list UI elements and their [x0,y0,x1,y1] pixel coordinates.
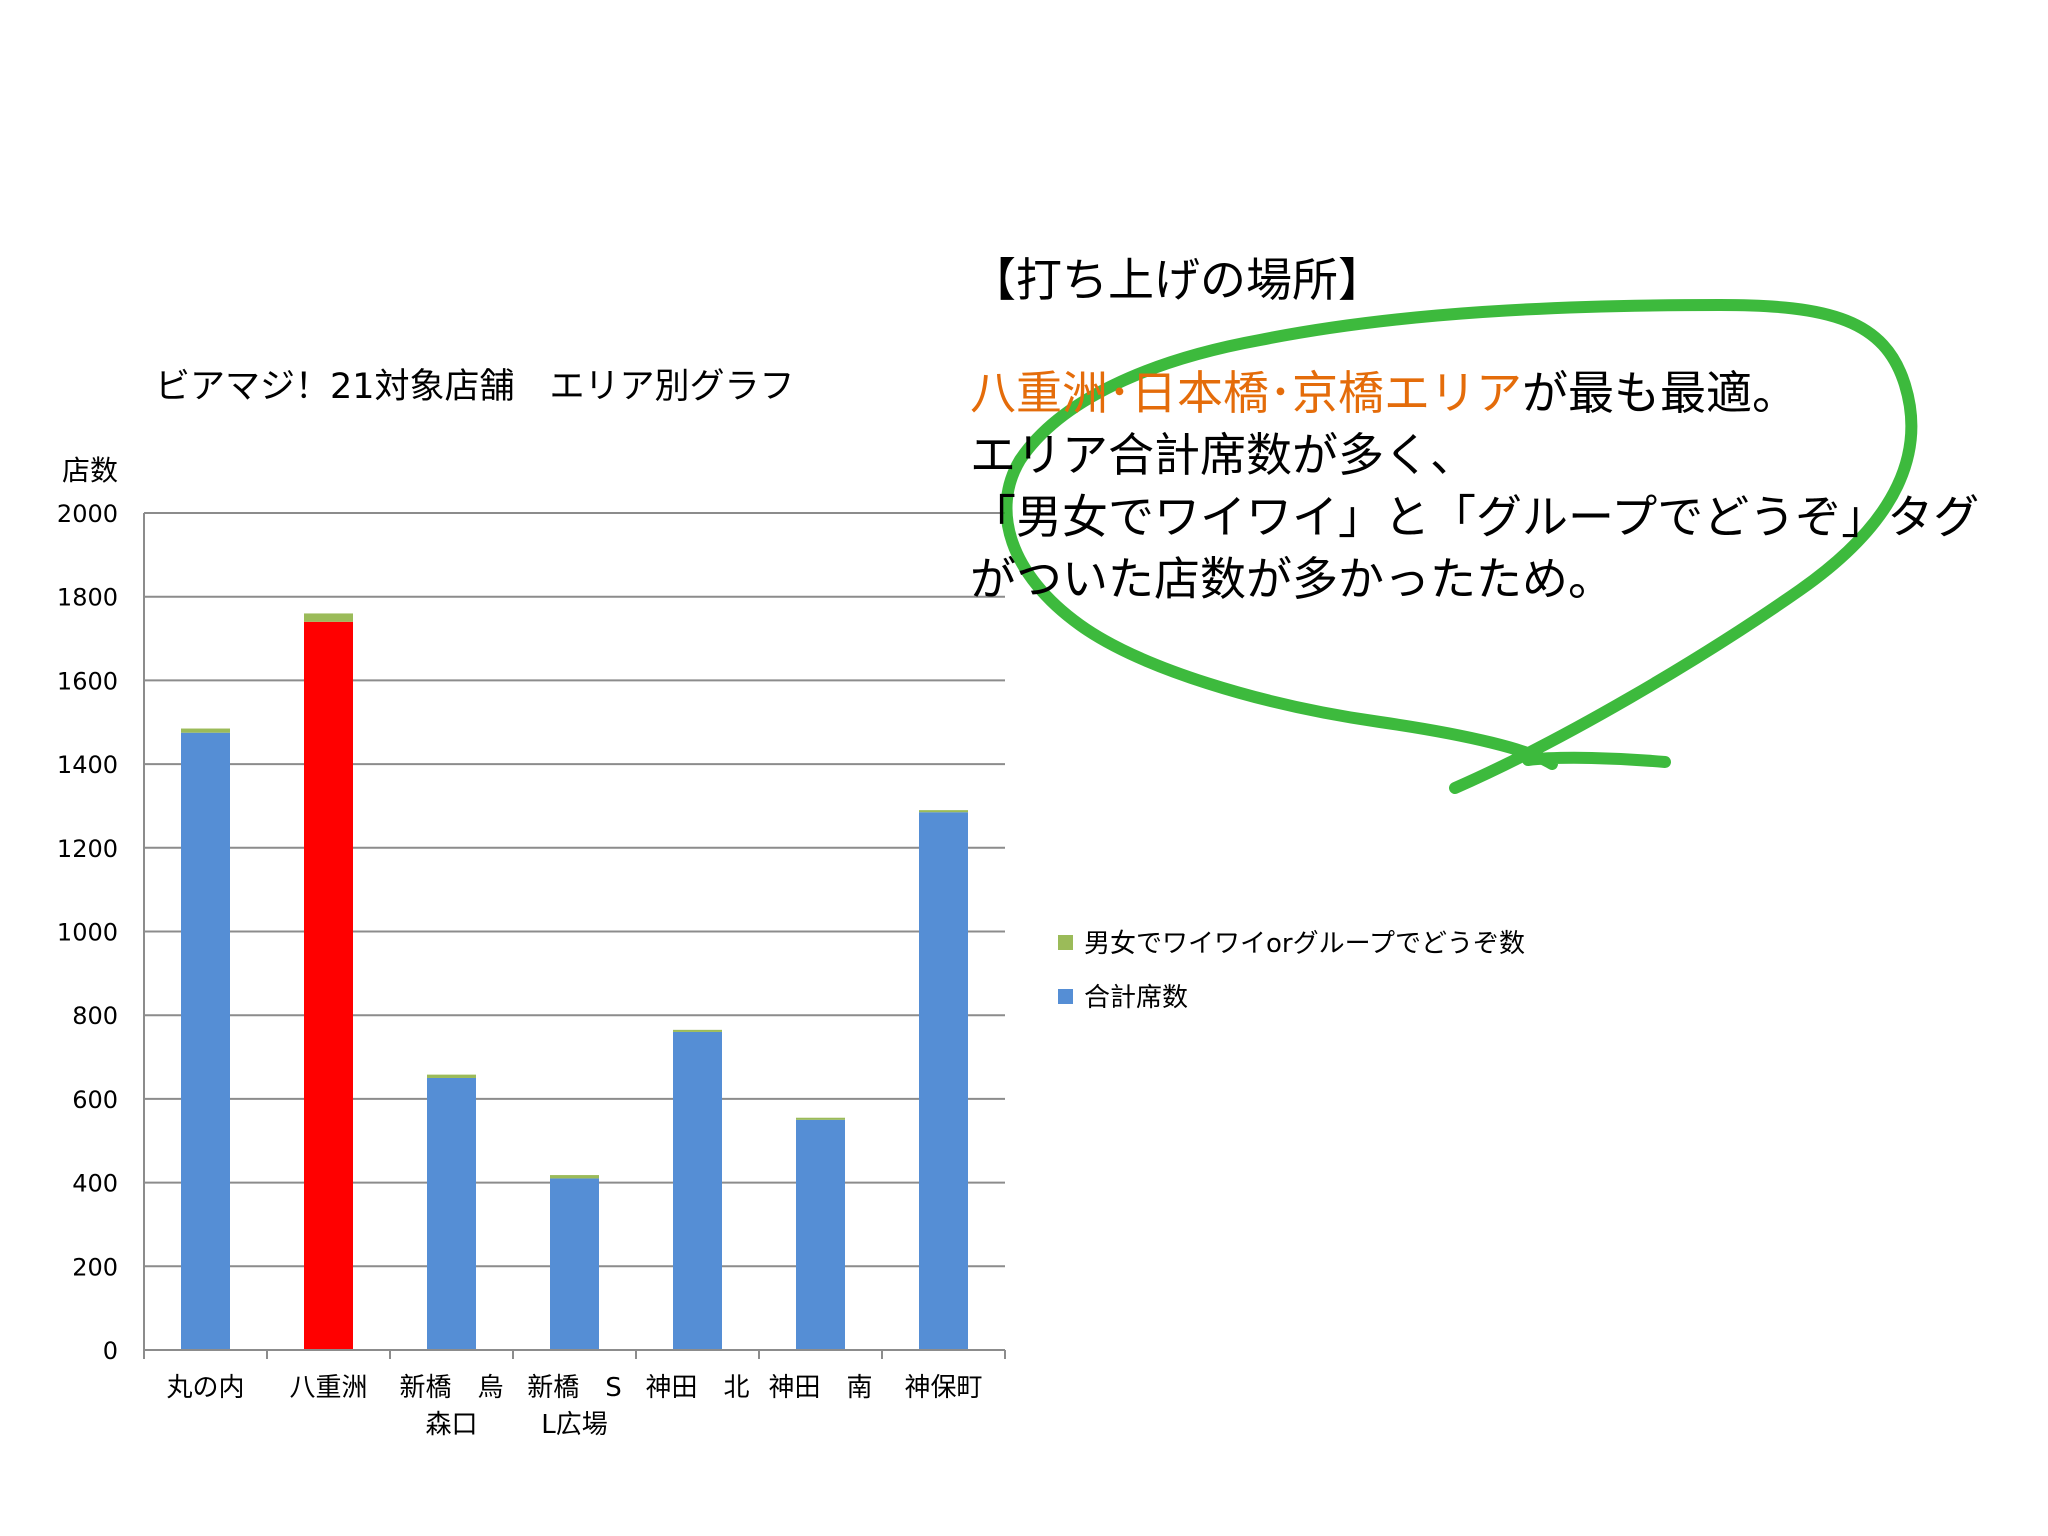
y-tick-label: 2000 [57,500,118,528]
chart-title: ビアマジ！21対象店舗 エリア別グラフ [155,367,795,407]
bar-tag-count [427,1074,476,1078]
bar-total-seats [304,621,353,1350]
bar-tag-count [673,1029,722,1032]
x-tick-label: 神保町 [904,1373,982,1403]
y-tick-label: 1600 [57,667,118,695]
x-tick-label: 森口 [425,1410,477,1440]
bars [181,613,968,1350]
bar-tag-count [796,1117,845,1120]
y-tick-labels: 0 200 400 600 800 1000 1200 1400 1600 1800 2000 [57,500,118,1365]
note-accent-area: 八重洲･日本橋･京橋エリア [970,366,1522,420]
y-tick-label: 600 [72,1086,118,1114]
x-tick-label: L広場 [541,1410,608,1440]
y-tick-label: 800 [72,1002,118,1030]
legend-label: 合計席数 [1084,983,1188,1013]
legend-swatch [1058,935,1073,950]
y-tick-label: 1200 [57,835,118,863]
note-line-1-rest: が最も最適。 [1522,366,1798,420]
x-tick-label: 新橋 S [527,1373,622,1403]
note-line-2: エリア合計席数が多く、 [970,428,1476,482]
bar-total-seats [673,1031,722,1350]
y-tick-label: 0 [103,1337,118,1365]
x-tick-label: 丸の内 [166,1373,244,1403]
y-tick-label: 1800 [57,584,118,612]
bar-tag-count [550,1175,599,1179]
bar-total-seats [919,812,968,1350]
note-panel: 【打ち上げの場所】 八重洲･日本橋･京橋エリアが最も最適。 エリア合計席数が多く… [970,250,2020,610]
bar-total-seats [181,732,230,1350]
x-tick-label: 新橋 烏 [399,1373,503,1403]
x-tick-label: 神田 南 [768,1373,872,1403]
x-tick-label: 八重洲 [289,1373,367,1403]
gridlines [144,512,1005,1351]
x-tick-label: 神田 北 [645,1373,749,1403]
y-tick-label: 1000 [57,919,118,947]
legend-label: 男女でワイワイorグループでどうぞ数 [1084,929,1525,959]
note-line-3: 「男女でワイワイ」と「グループでどうぞ」タグ [970,490,1980,544]
note-line-1: 八重洲･日本橋･京橋エリアが最も最適。 [970,362,2020,424]
legend-swatch [1058,989,1073,1004]
note-heading: 【打ち上げの場所】 [970,253,1384,307]
bar-tag-count [181,728,230,733]
y-tick-label: 1400 [57,751,118,779]
bar-tag-count [919,810,968,813]
y-axis-label: 店数 [62,454,118,487]
hand-drawn-circle-annotation [1000,299,1918,794]
x-axis: 丸の内 八重洲 新橋 烏森口 新橋 S L広場 神田 北神田 南 神保町 [143,513,1006,1440]
y-tick-label: 400 [72,1170,118,1198]
bar-total-seats [796,1119,845,1350]
bar-total-seats [550,1178,599,1350]
bar-tag-count [304,613,353,622]
note-line-4: がついた店数が多かったため。 [970,552,1614,606]
y-tick-label: 200 [72,1253,118,1281]
bar-total-seats [427,1077,476,1350]
